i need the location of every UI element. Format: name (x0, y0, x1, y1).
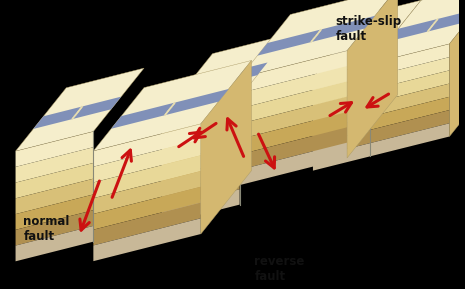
Polygon shape (239, 66, 347, 108)
Polygon shape (450, 0, 465, 136)
Text: strike-slip
fault: strike-slip fault (335, 15, 401, 42)
Polygon shape (370, 44, 450, 77)
Polygon shape (15, 163, 93, 198)
Polygon shape (111, 89, 229, 129)
Polygon shape (162, 113, 239, 148)
Polygon shape (93, 187, 201, 230)
Polygon shape (93, 155, 201, 198)
Polygon shape (370, 0, 465, 64)
Polygon shape (162, 34, 290, 117)
Polygon shape (93, 124, 201, 167)
Polygon shape (239, 112, 347, 154)
Polygon shape (370, 110, 450, 143)
Polygon shape (313, 64, 370, 91)
Polygon shape (388, 9, 465, 42)
Polygon shape (201, 60, 252, 234)
Polygon shape (239, 97, 347, 139)
Polygon shape (370, 97, 450, 130)
Polygon shape (313, 116, 370, 144)
Polygon shape (313, 103, 370, 131)
Polygon shape (370, 57, 450, 90)
Polygon shape (313, 0, 421, 78)
Polygon shape (162, 143, 239, 178)
Text: reverse
fault: reverse fault (254, 255, 305, 284)
Polygon shape (162, 97, 239, 132)
Polygon shape (347, 0, 398, 158)
Polygon shape (93, 171, 201, 214)
Polygon shape (313, 90, 370, 118)
Polygon shape (239, 81, 347, 124)
Polygon shape (239, 0, 398, 78)
Polygon shape (162, 128, 239, 163)
Polygon shape (370, 123, 450, 156)
Polygon shape (15, 179, 93, 214)
Polygon shape (370, 70, 450, 103)
Text: normal
fault: normal fault (23, 214, 70, 242)
Polygon shape (15, 68, 144, 151)
Polygon shape (15, 194, 93, 230)
Polygon shape (179, 62, 267, 95)
Polygon shape (93, 60, 252, 151)
Polygon shape (313, 143, 370, 171)
Polygon shape (331, 29, 398, 56)
Polygon shape (15, 210, 93, 246)
Polygon shape (15, 226, 93, 261)
Polygon shape (33, 97, 121, 129)
Polygon shape (93, 140, 201, 182)
Polygon shape (162, 159, 239, 194)
Polygon shape (257, 16, 375, 56)
Polygon shape (239, 51, 347, 93)
Polygon shape (370, 84, 450, 116)
Polygon shape (162, 174, 239, 209)
Polygon shape (93, 203, 201, 245)
Polygon shape (239, 127, 347, 170)
Polygon shape (313, 130, 370, 158)
Polygon shape (15, 131, 93, 167)
Polygon shape (93, 218, 201, 261)
Polygon shape (15, 147, 93, 183)
Polygon shape (162, 189, 239, 224)
Polygon shape (239, 143, 347, 185)
Polygon shape (313, 77, 370, 104)
